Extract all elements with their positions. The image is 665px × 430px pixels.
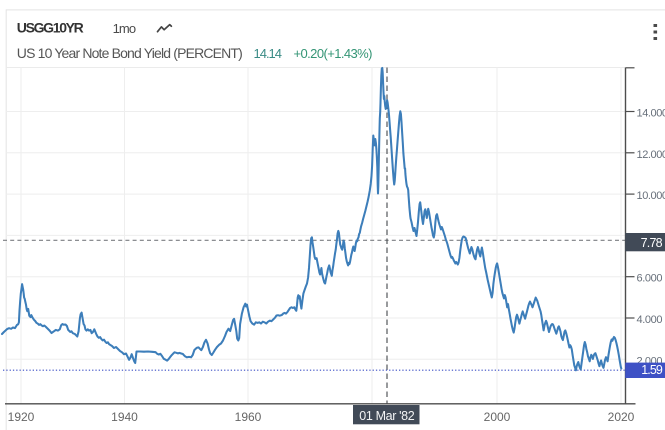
svg-text:+0.20(+1.43%): +0.20(+1.43%) (294, 46, 373, 61)
svg-text:6.000: 6.000 (637, 273, 663, 285)
svg-text:2000: 2000 (484, 410, 511, 424)
svg-text:US 10 Year Note Bond Yield (PE: US 10 Year Note Bond Yield (PERCENT) (17, 45, 243, 61)
svg-text:01 Mar '82: 01 Mar '82 (359, 409, 414, 423)
svg-text:10.000: 10.000 (637, 190, 665, 202)
svg-text:14.000: 14.000 (637, 108, 665, 120)
svg-text:USGG10YR: USGG10YR (17, 20, 84, 36)
svg-text:1mo: 1mo (113, 21, 137, 36)
svg-text:14.14: 14.14 (254, 46, 283, 61)
svg-text:1940: 1940 (111, 410, 138, 424)
svg-text:1920: 1920 (8, 410, 35, 424)
svg-text:2020: 2020 (608, 410, 635, 424)
svg-text:1.59: 1.59 (641, 363, 663, 377)
svg-text:4.000: 4.000 (637, 314, 663, 326)
svg-text:7.78: 7.78 (641, 236, 663, 250)
svg-text:12.000: 12.000 (637, 149, 665, 161)
svg-text:1960: 1960 (235, 410, 262, 424)
